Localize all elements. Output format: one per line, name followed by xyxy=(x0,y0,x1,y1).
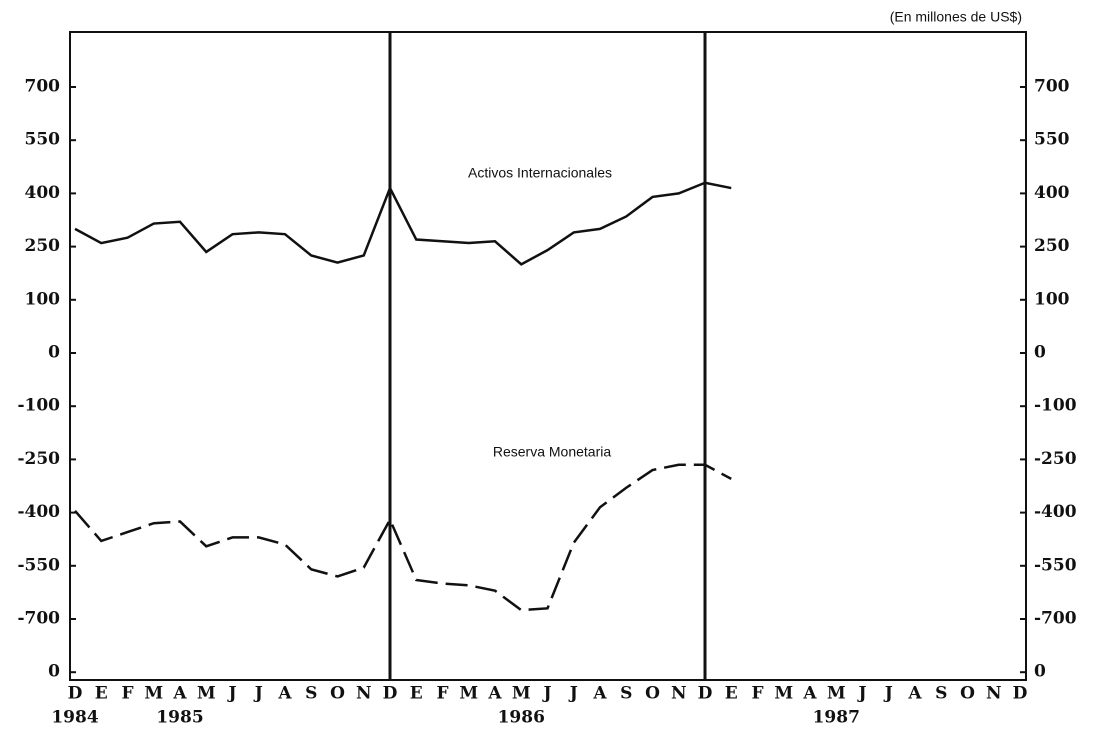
x-tick-label: M xyxy=(197,684,216,704)
unit-note: (En millones de US$) xyxy=(890,9,1022,25)
x-tick-label: J xyxy=(568,684,578,704)
y-tick-label: -250 xyxy=(17,449,60,469)
year-label: 1987 xyxy=(813,708,860,728)
y-tick-label-right: 0 xyxy=(1034,662,1046,682)
x-tick-label: S xyxy=(935,684,947,704)
y-tick-label-right: 550 xyxy=(1034,130,1070,150)
y-tick-label: 0 xyxy=(48,662,60,682)
x-tick-label: A xyxy=(277,684,292,704)
x-tick-label: D xyxy=(1013,684,1028,704)
y-tick-label-right: 250 xyxy=(1034,236,1070,256)
x-tick-label: M xyxy=(827,684,846,704)
y-tick-label-right: -400 xyxy=(1034,502,1077,522)
y-tick-label: 700 xyxy=(25,77,61,97)
y-tick-label-right: 100 xyxy=(1034,289,1070,309)
x-tick-label: S xyxy=(620,684,632,704)
x-tick-label: A xyxy=(907,684,922,704)
x-tick-label: A xyxy=(172,684,187,704)
y-tick-label-right: -250 xyxy=(1034,449,1077,469)
y-tick-label: 550 xyxy=(25,130,61,150)
series-line xyxy=(74,463,732,612)
x-tick-label: J xyxy=(226,684,236,704)
year-label: 1986 xyxy=(498,708,545,728)
x-tick-label: S xyxy=(305,684,317,704)
series-line xyxy=(74,181,732,266)
x-tick-label: N xyxy=(671,684,687,704)
y-tick-label-right: -700 xyxy=(1034,609,1077,629)
x-tick-label: D xyxy=(383,684,398,704)
y-tick-label: -550 xyxy=(17,555,60,575)
x-tick-label: O xyxy=(330,684,345,704)
x-tick-label: O xyxy=(960,684,975,704)
x-tick-label: D xyxy=(698,684,713,704)
x-tick-label: M xyxy=(774,684,793,704)
x-tick-label: J xyxy=(883,684,893,704)
y-tick-label: -100 xyxy=(17,396,60,416)
y-tick-label: 0 xyxy=(48,343,60,363)
x-tick-label: J xyxy=(541,684,551,704)
x-tick-label: M xyxy=(144,684,163,704)
year-label: 1984 xyxy=(51,708,98,728)
y-tick-label-right: -100 xyxy=(1034,396,1077,416)
x-tick-label: M xyxy=(459,684,478,704)
series-label: Reserva Monetaria xyxy=(493,444,611,460)
x-tick-label: F xyxy=(751,684,763,704)
x-tick-label: J xyxy=(253,684,263,704)
y-tick-label: -400 xyxy=(17,502,60,522)
y-tick-label: 250 xyxy=(25,236,61,256)
x-tick-label: D xyxy=(68,684,83,704)
y-tick-label-right: 0 xyxy=(1034,343,1046,363)
year-label: 1985 xyxy=(156,708,203,728)
x-tick-label: A xyxy=(592,684,607,704)
x-tick-label: N xyxy=(986,684,1002,704)
x-tick-label: E xyxy=(725,684,738,704)
y-tick-label: -700 xyxy=(17,609,60,629)
y-tick-label: 100 xyxy=(25,289,61,309)
y-tick-label-right: 400 xyxy=(1034,183,1070,203)
x-tick-label: E xyxy=(410,684,423,704)
x-tick-label: O xyxy=(645,684,660,704)
x-tick-label: A xyxy=(487,684,502,704)
y-tick-label: 400 xyxy=(25,183,61,203)
x-tick-label: J xyxy=(856,684,866,704)
series-label: Activos Internacionales xyxy=(468,165,612,181)
x-tick-label: M xyxy=(512,684,531,704)
x-tick-label: A xyxy=(802,684,817,704)
x-tick-label: E xyxy=(95,684,108,704)
x-tick-label: F xyxy=(121,684,133,704)
x-tick-label: N xyxy=(356,684,372,704)
plot-frame xyxy=(69,31,1027,681)
y-tick-label-right: -550 xyxy=(1034,555,1077,575)
y-tick-label-right: 700 xyxy=(1034,77,1070,97)
x-tick-label: F xyxy=(436,684,448,704)
